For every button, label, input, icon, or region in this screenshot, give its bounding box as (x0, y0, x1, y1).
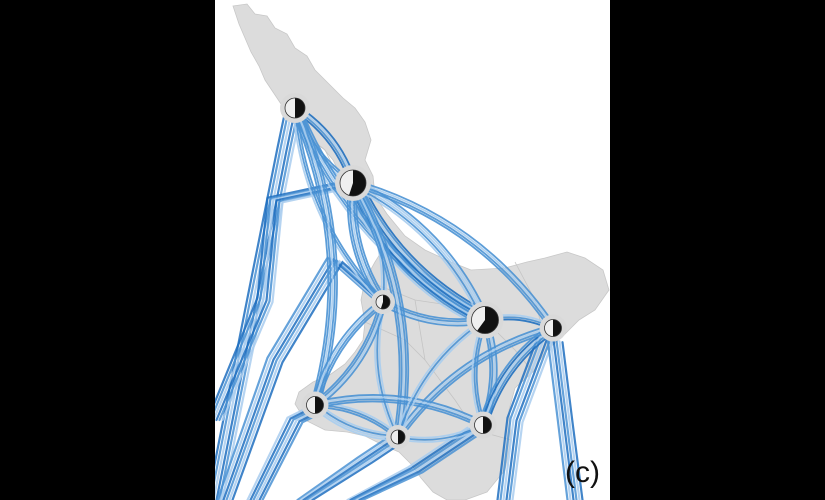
background-flow-strand (311, 441, 404, 500)
background-flow-strand (349, 427, 472, 500)
flow-bay-of-plenty-to-auckland (351, 183, 485, 322)
flow-gisborne-to-manawatu (397, 328, 554, 439)
flow-taranaki-to-northland (291, 107, 332, 406)
flow-layer (215, 103, 584, 500)
background-flow-strand (246, 406, 309, 500)
flow-gisborne-to-auckland (352, 180, 555, 328)
background-flow-strand (222, 257, 380, 500)
flow-gisborne-to-auckland (352, 183, 554, 330)
flow-hawkes-bay-to-taranaki (313, 396, 484, 425)
background-flow-strand (552, 338, 575, 500)
background-flow-strand (555, 339, 578, 500)
background-flow-strand (561, 341, 584, 500)
flow-map (215, 3, 610, 500)
background-flow-strand (358, 430, 481, 500)
flow-bay-of-plenty-to-auckland (351, 182, 486, 321)
node-outline-auckland (339, 169, 367, 197)
node-share-taranaki (315, 396, 324, 414)
background-flow-strand (496, 336, 539, 500)
background-flow-strand (505, 339, 548, 500)
flow-manawatu-to-auckland (354, 182, 407, 437)
flow-auckland-to-bay-of-plenty (347, 187, 481, 326)
flow-waikato-to-taranaki (311, 300, 383, 406)
flow-gisborne-to-hawkes-bay (481, 327, 554, 427)
node-outline-waikato (375, 294, 391, 310)
region-boundary (310, 139, 546, 441)
flow-auckland-to-bay-of-plenty (358, 176, 492, 315)
background-flow-strand (219, 256, 377, 500)
background-flow-strand (558, 340, 581, 500)
background-flow-strand (361, 431, 484, 500)
background-flow-strand (352, 428, 475, 500)
flow-gisborne-to-manawatu (395, 324, 552, 435)
background-flow-strand (296, 436, 389, 500)
flow-gisborne-to-manawatu (396, 326, 553, 438)
node-outline-gisborne (544, 319, 562, 337)
background-flow-strand (216, 256, 374, 500)
node-outline-taranaki (306, 396, 324, 414)
flow-taranaki-to-waikato (315, 301, 387, 407)
flow-hawkes-bay-to-taranaki (315, 394, 484, 423)
flow-taranaki-to-waikato (311, 299, 382, 404)
node-share-waikato (380, 295, 390, 309)
flow-waikato-to-taranaki (311, 299, 381, 404)
background-flow-strand (215, 183, 345, 420)
flow-waikato-to-taranaki (315, 301, 385, 406)
flow-taranaki-to-waikato (313, 301, 383, 406)
background-flow-strand (546, 336, 569, 500)
flow-auckland-to-bay-of-plenty (356, 178, 491, 317)
background-flow-strand (511, 341, 554, 500)
panel-label: (c) (565, 456, 600, 489)
node-share-hawkes-bay (483, 416, 492, 434)
flow-auckland-to-bay-of-plenty (345, 188, 480, 327)
flow-bay-of-plenty-to-auckland (349, 185, 483, 324)
background-flow-strand (499, 337, 542, 500)
background-flow-strand (549, 337, 572, 500)
flow-taranaki-to-waikato (317, 303, 387, 408)
flow-hawkes-bay-to-taranaki (314, 400, 484, 430)
node-share-northland (295, 98, 305, 118)
background-flow-strand (299, 437, 392, 500)
map-panel: (c) (215, 0, 610, 500)
flow-waikato-to-taranaki (316, 303, 387, 408)
node-layer (280, 93, 567, 449)
background-flow-strand (346, 426, 469, 500)
node-share-manawatu (398, 430, 405, 444)
background-flow-strand (221, 186, 354, 422)
flow-northland-to-waikato (292, 108, 382, 304)
flow-taranaki-to-northland (289, 107, 330, 406)
background-flow-strand (215, 181, 339, 405)
background-flow-strand (302, 438, 395, 500)
flow-taranaki-to-northland (294, 106, 334, 406)
node-share-auckland (348, 170, 366, 196)
node-share-bay-of-plenty (477, 306, 499, 334)
flow-gisborne-to-auckland (354, 179, 556, 326)
flow-gisborne-to-auckland (350, 184, 552, 332)
background-flow-strand (225, 258, 383, 500)
background-flow-strand (508, 340, 551, 500)
background-flow-strand (305, 439, 398, 500)
background-flow-strand (215, 182, 342, 412)
node-outline-manawatu (390, 429, 406, 445)
background-flow-strand (308, 440, 401, 500)
background-flow-strand (502, 338, 545, 500)
node-outline-bay-of-plenty (471, 306, 499, 334)
node-outline-northland (284, 97, 306, 119)
flow-gisborne-to-manawatu (399, 329, 556, 441)
node-outline-hawkes-bay (474, 416, 492, 434)
flow-hawkes-bay-to-taranaki (314, 398, 484, 427)
background-flow-strand (355, 429, 478, 500)
node-share-gisborne (553, 319, 562, 337)
